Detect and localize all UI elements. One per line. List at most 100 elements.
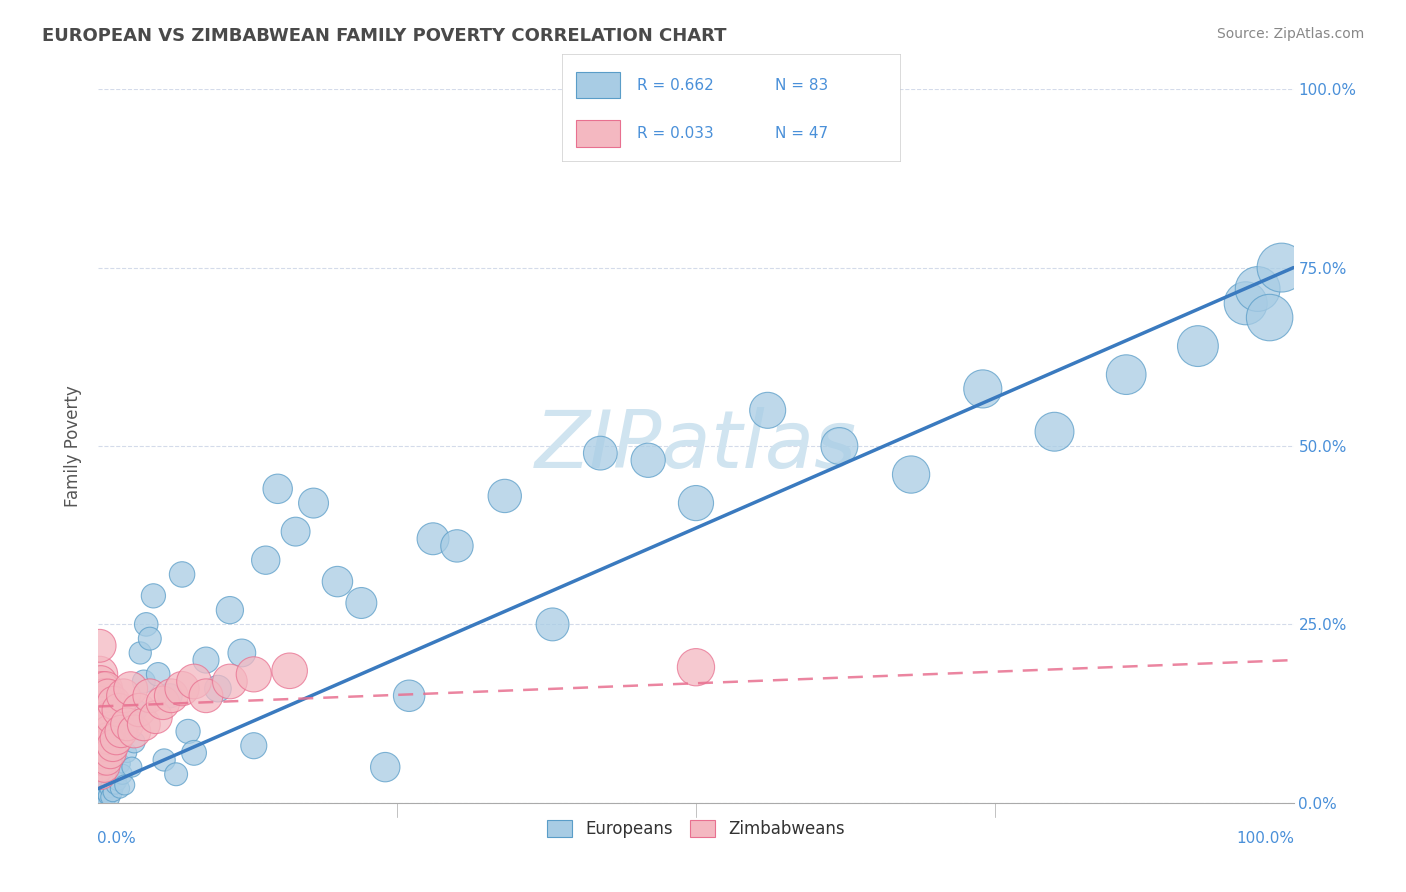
Point (108, 781, 131, 796)
Point (172, 567, 194, 582)
Point (111, 767, 134, 781)
Point (91, 681, 114, 696)
Text: Source: ZipAtlas.com: Source: ZipAtlas.com (1216, 27, 1364, 41)
Point (103, 696, 125, 710)
Point (91, 731, 114, 746)
Point (972, 382, 994, 396)
Point (152, 696, 174, 710)
Point (90, 739, 112, 753)
Point (93, 792, 115, 806)
Point (98, 771, 122, 785)
Point (110, 756, 132, 771)
Point (756, 403, 779, 417)
Point (139, 689, 162, 703)
Point (278, 664, 301, 678)
Point (183, 674, 205, 689)
Y-axis label: Family Poverty: Family Poverty (65, 385, 83, 507)
Bar (576, 71, 620, 98)
Point (637, 453, 659, 467)
Point (104, 778, 127, 792)
Point (98, 746, 122, 760)
Point (326, 574, 349, 589)
Point (105, 749, 128, 764)
Point (195, 689, 218, 703)
Point (100, 753, 122, 767)
Point (254, 553, 277, 567)
Point (94, 756, 117, 771)
Point (183, 746, 205, 760)
Point (91, 746, 114, 760)
Point (90, 753, 112, 767)
Point (132, 674, 155, 689)
Legend: Europeans, Zimbabweans: Europeans, Zimbabweans (540, 813, 852, 845)
Point (91, 789, 114, 803)
Point (284, 524, 307, 539)
Point (128, 703, 150, 717)
Point (89, 696, 111, 710)
Point (98, 790, 122, 805)
Point (91, 717, 114, 731)
Point (148, 667, 170, 681)
Point (120, 681, 142, 696)
Point (107, 774, 129, 789)
Point (93, 774, 115, 789)
Point (125, 703, 148, 717)
Point (207, 681, 229, 696)
Point (139, 632, 162, 646)
Point (267, 482, 290, 496)
Point (94, 785, 117, 799)
Point (100, 710, 122, 724)
Point (121, 760, 143, 774)
Point (90, 792, 112, 806)
Point (93, 724, 115, 739)
Point (195, 653, 218, 667)
Point (96, 710, 118, 724)
Text: ZIPatlas: ZIPatlas (534, 407, 858, 485)
Point (1115, 368, 1137, 382)
Point (96, 753, 118, 767)
Point (685, 660, 707, 674)
Text: N = 83: N = 83 (775, 78, 828, 93)
Point (97, 789, 120, 803)
Text: R = 0.033: R = 0.033 (637, 126, 713, 141)
Point (89, 774, 111, 789)
Point (153, 753, 176, 767)
Point (112, 689, 135, 703)
Point (165, 767, 187, 781)
Point (231, 646, 253, 660)
Point (98, 742, 121, 756)
Point (219, 603, 242, 617)
Point (302, 496, 325, 510)
Point (107, 703, 129, 717)
Point (115, 717, 138, 731)
Point (89, 739, 111, 753)
Point (159, 689, 181, 703)
Point (114, 778, 136, 792)
Point (107, 739, 129, 753)
Point (93, 760, 115, 774)
Point (91, 703, 114, 717)
Point (124, 724, 146, 739)
Point (219, 674, 242, 689)
Point (685, 496, 707, 510)
Point (124, 735, 146, 749)
Point (89, 760, 111, 774)
Point (98, 724, 121, 739)
Point (160, 689, 183, 703)
Point (1234, 296, 1257, 310)
Point (398, 689, 420, 703)
Point (828, 439, 851, 453)
Point (94, 681, 117, 696)
Text: N = 47: N = 47 (775, 126, 828, 141)
Point (900, 467, 922, 482)
Point (1271, 260, 1294, 275)
Point (135, 617, 157, 632)
Text: R = 0.662: R = 0.662 (637, 78, 713, 93)
Point (374, 760, 396, 774)
Text: EUROPEAN VS ZIMBABWEAN FAMILY POVERTY CORRELATION CHART: EUROPEAN VS ZIMBABWEAN FAMILY POVERTY CO… (42, 27, 727, 45)
Point (110, 724, 132, 739)
Point (129, 646, 152, 660)
Point (142, 589, 165, 603)
Point (90, 703, 112, 717)
Point (115, 746, 138, 760)
